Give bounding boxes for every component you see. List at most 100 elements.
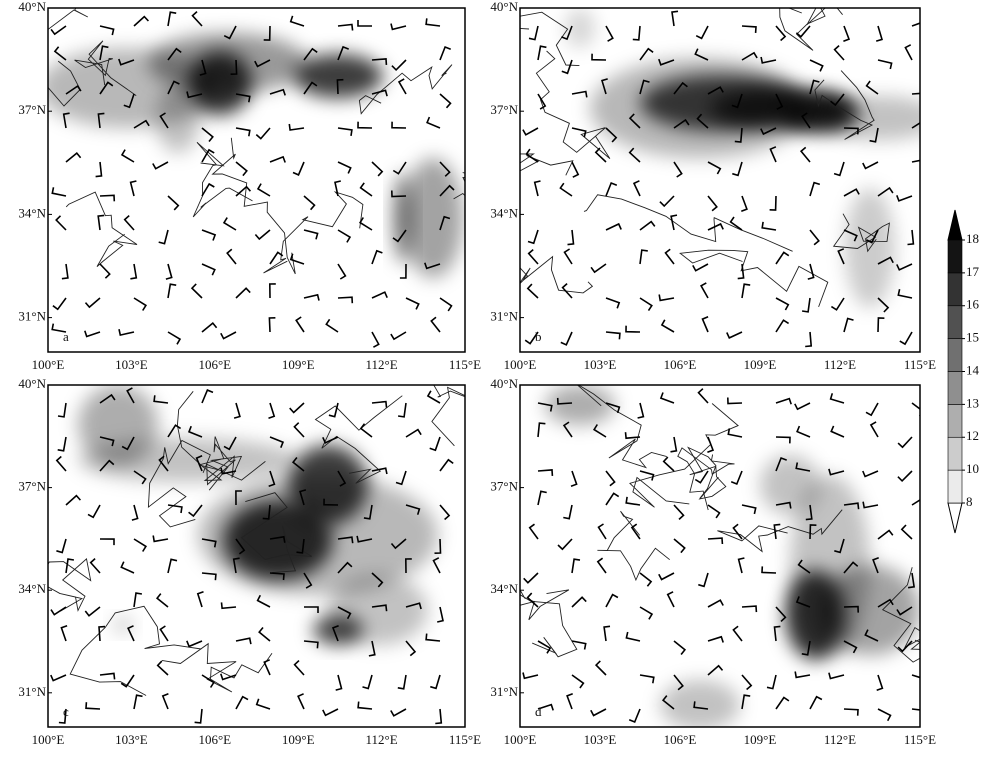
- wind-barb: [734, 127, 743, 143]
- wind-barb: [828, 672, 845, 680]
- wind-barb: [186, 640, 203, 648]
- panel-frame: [519, 7, 921, 353]
- wind-barb: [256, 183, 271, 197]
- wind-barb: [337, 470, 347, 487]
- lon-label: 115°E: [904, 357, 936, 372]
- wind-barb: [371, 58, 388, 65]
- wind-barb: [571, 640, 587, 650]
- wind-barb: [775, 251, 790, 265]
- wind-barb: [99, 25, 115, 36]
- wind-barb: [605, 127, 618, 143]
- wind-barb: [167, 80, 180, 95]
- wind-barb: [61, 263, 69, 280]
- wind-barb: [235, 538, 246, 555]
- wind-barb: [594, 660, 607, 676]
- wind-barb: [356, 535, 373, 543]
- wind-barb: [334, 180, 341, 197]
- boundary: [176, 391, 243, 491]
- wind-barb: [701, 316, 709, 333]
- wind-barb: [371, 249, 383, 265]
- precip-shading: [565, 8, 595, 48]
- wind-barb: [761, 221, 777, 231]
- wind-barb: [99, 45, 109, 61]
- wind-barb: [51, 323, 67, 333]
- wind-barb: [830, 297, 845, 311]
- lat-label: 40°N: [18, 0, 46, 14]
- wind-barb: [666, 591, 675, 608]
- lon-label: 103°E: [584, 357, 617, 372]
- wind-barb: [269, 251, 284, 265]
- wind-barb: [395, 470, 407, 486]
- wind-barb: [368, 640, 376, 657]
- wind-barb: [737, 263, 745, 280]
- wind-barb: [707, 86, 724, 95]
- wind-barb: [571, 90, 588, 98]
- wind-barb: [357, 20, 372, 27]
- precip-shading: [590, 58, 810, 158]
- wind-barb: [55, 455, 67, 472]
- wind-barb: [571, 558, 581, 574]
- wind-barb: [673, 674, 684, 691]
- wind-barb: [263, 659, 271, 676]
- lon-label: 100°E: [32, 357, 65, 372]
- wind-barb: [897, 640, 913, 653]
- wind-barb: [877, 317, 885, 333]
- panel-frame: [47, 7, 466, 353]
- boundary: [431, 385, 465, 447]
- wind-barb: [877, 708, 892, 722]
- wind-barb: [187, 425, 203, 438]
- wind-barb: [570, 470, 578, 487]
- wind-barb: [732, 523, 743, 540]
- wind-barb: [152, 161, 169, 170]
- wind-barb: [775, 319, 790, 333]
- wind-barb: [65, 84, 82, 95]
- colorbar-label: 8: [966, 494, 973, 509]
- boundary: [211, 137, 296, 275]
- wind-barb: [133, 297, 148, 311]
- wind-barb: [391, 121, 407, 129]
- wind-barb: [159, 112, 169, 129]
- lat-label: 34°N: [490, 581, 518, 596]
- wind-barb: [439, 184, 455, 197]
- wind-barb: [194, 708, 203, 724]
- wind-barb: [235, 161, 248, 177]
- lon-label: 109°E: [282, 357, 315, 372]
- wind-barb: [223, 436, 237, 451]
- wind-barb: [527, 229, 539, 245]
- wind-barb: [664, 248, 675, 265]
- wind-barb: [628, 113, 641, 129]
- precip-shading: [820, 96, 920, 140]
- wind-barb: [659, 195, 675, 208]
- boundary: [358, 64, 453, 115]
- wind-barb: [99, 393, 116, 404]
- wind-barb: [761, 566, 777, 574]
- boundary: [679, 249, 829, 308]
- boundary: [263, 191, 364, 274]
- wind-barb: [371, 291, 388, 299]
- wind-barb: [639, 249, 648, 265]
- wind-barb: [567, 229, 575, 246]
- boundary: [535, 50, 611, 159]
- boundary: [520, 255, 594, 294]
- wind-barb: [304, 606, 319, 613]
- wind-barb: [707, 222, 724, 231]
- wind-barb: [775, 25, 787, 42]
- wind-barb: [439, 504, 451, 521]
- wind-barb: [605, 297, 621, 309]
- wind-barb: [639, 606, 654, 620]
- lon-label: 103°E: [584, 732, 617, 747]
- wind-barb: [426, 390, 441, 404]
- wind-barb: [775, 397, 792, 405]
- wind-barb: [869, 421, 879, 438]
- wind-barb: [673, 118, 690, 129]
- lon-label: 103°E: [115, 732, 148, 747]
- wind-barb: [405, 504, 421, 515]
- wind-barb: [359, 182, 373, 197]
- wind-barb: [268, 470, 276, 487]
- wind-barb: [707, 161, 722, 175]
- wind-barb: [235, 637, 252, 645]
- colorbar-label: 14: [966, 362, 980, 377]
- wind-barb: [592, 424, 607, 438]
- wind-barb: [325, 318, 339, 333]
- wind-barb: [605, 25, 614, 42]
